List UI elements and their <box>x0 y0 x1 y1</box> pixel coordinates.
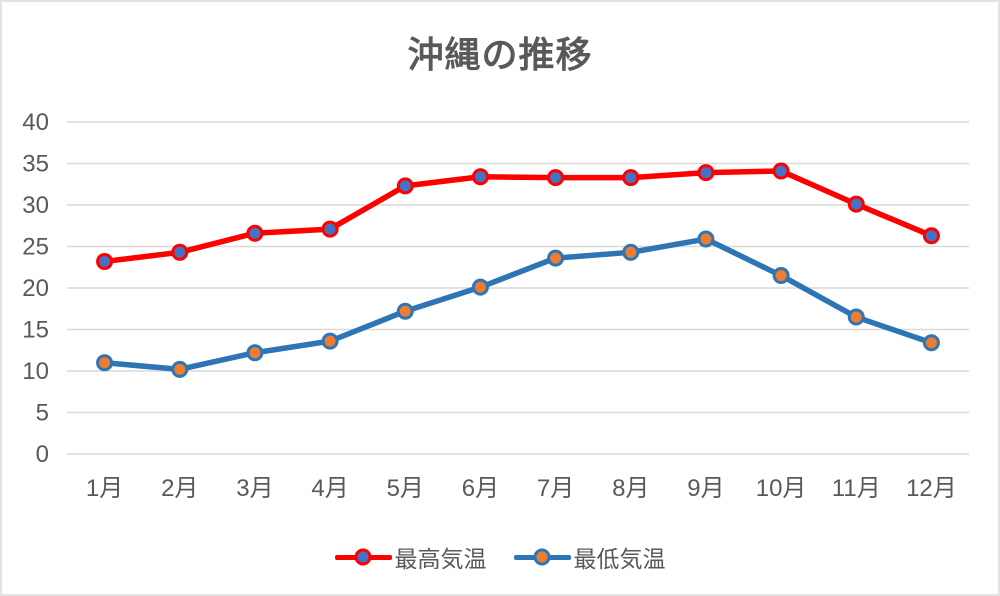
x-axis-tick-label: 6月 <box>462 475 499 502</box>
x-axis-tick-label: 2月 <box>161 475 198 502</box>
data-point-marker <box>622 169 640 187</box>
y-axis-tick-label: 15 <box>22 317 49 344</box>
data-point-marker <box>171 243 189 261</box>
chart-title: 沖縄の推移 <box>407 34 593 75</box>
data-point-marker <box>246 224 264 242</box>
y-axis-tick-label: 25 <box>22 234 49 261</box>
data-point-marker <box>847 308 865 326</box>
legend-item-max-temp[interactable]: 最高気温 <box>334 540 487 574</box>
y-axis-tick-label: 0 <box>36 441 49 468</box>
data-point-marker <box>622 243 640 261</box>
data-point-marker <box>321 220 339 238</box>
y-axis-tick-label: 5 <box>36 400 49 427</box>
x-axis-tick-label: 12月 <box>906 475 957 502</box>
x-axis-tick-label: 3月 <box>236 475 273 502</box>
data-point-marker <box>321 332 339 350</box>
data-point-marker <box>96 252 114 270</box>
data-point-marker <box>96 354 114 372</box>
legend-label-max-temp: 最高気温 <box>394 546 487 572</box>
y-axis-tick-label: 10 <box>22 358 49 385</box>
data-point-marker <box>922 334 940 352</box>
max-temp-marker-icon <box>354 548 372 566</box>
data-point-marker <box>772 267 790 285</box>
legend: 最高気温 最低気温 <box>2 540 998 574</box>
data-point-marker <box>547 169 565 187</box>
x-axis-tick-label: 7月 <box>537 475 574 502</box>
data-point-marker <box>396 302 414 320</box>
legend-label-min-temp: 最低気温 <box>573 546 666 572</box>
data-point-marker <box>171 360 189 378</box>
x-axis-tick-label: 8月 <box>612 475 649 502</box>
series-line <box>101 236 935 373</box>
min-temp-marker-icon <box>533 548 551 566</box>
max-temp-line-swatch-icon <box>334 548 392 566</box>
data-point-marker <box>471 168 489 186</box>
data-point-marker <box>772 162 790 180</box>
y-axis-tick-label: 35 <box>22 151 49 178</box>
data-point-marker <box>246 344 264 362</box>
x-axis-tick-label: 4月 <box>311 475 348 502</box>
y-axis-tick-label: 40 <box>22 109 49 136</box>
min-temp-line-swatch-icon <box>513 548 571 566</box>
x-axis-tick-label: 5月 <box>387 475 424 502</box>
data-point-marker <box>396 177 414 195</box>
x-axis-tick-label: 10月 <box>756 475 807 502</box>
x-axis-tick-label: 9月 <box>687 475 724 502</box>
data-point-marker <box>547 249 565 267</box>
x-axis-tick-label: 1月 <box>86 475 123 502</box>
data-point-marker <box>697 230 715 248</box>
data-point-marker <box>697 164 715 182</box>
y-axis-tick-label: 30 <box>22 192 49 219</box>
data-point-marker <box>471 278 489 296</box>
y-axis-tick-label: 20 <box>22 275 49 302</box>
data-point-marker <box>922 227 940 245</box>
x-axis-tick-label: 11月 <box>832 475 881 502</box>
legend-item-min-temp[interactable]: 最低気温 <box>513 540 666 574</box>
series-line <box>101 168 935 265</box>
data-point-marker <box>847 195 865 213</box>
